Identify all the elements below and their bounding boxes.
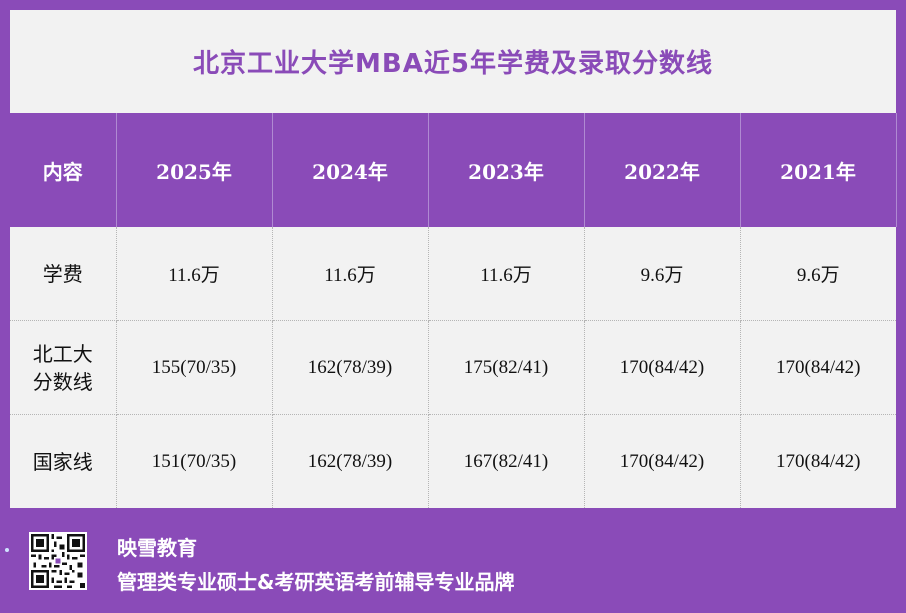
table-header-row: 内容 2025年 2024年 2023年 2022年 2021年	[10, 113, 897, 227]
table-cell: 162(78/39)	[271, 414, 429, 508]
table-row-national-line: 国家线 151(70/35) 162(78/39) 167(82/41) 170…	[10, 414, 896, 508]
table-cell: 167(82/41)	[427, 414, 585, 508]
page-title: 北京工业大学MBA近5年学费及录取分数线	[193, 49, 713, 79]
table-cell: 170(84/42)	[739, 320, 896, 415]
footer: 映雪教育 管理类专业硕士&考研英语考前辅导专业品牌	[0, 510, 906, 613]
header-2022: 2022年	[583, 113, 741, 227]
qr-code-icon	[29, 532, 87, 590]
brand-slogan: 管理类专业硕士&考研英语考前辅导专业品牌	[117, 570, 515, 594]
table-cell: 11.6万	[271, 227, 429, 321]
table-cell: 170(84/42)	[583, 414, 741, 508]
header-content: 内容	[10, 113, 117, 227]
header-2023: 2023年	[427, 113, 585, 227]
score-table: 内容 2025年 2024年 2023年 2022年 2021年 学费 11.6…	[10, 113, 897, 508]
brand-name: 映雪教育	[117, 536, 197, 560]
header-2021: 2021年	[739, 113, 897, 227]
table-cell: 170(84/42)	[583, 320, 741, 415]
content-card: 北京工业大学MBA近5年学费及录取分数线 内容 2025年 2024年 2023…	[10, 10, 897, 508]
header-2025: 2025年	[115, 113, 273, 227]
row-label: 北工大 分数线	[10, 320, 117, 415]
row-label: 国家线	[10, 414, 117, 508]
table-row-tuition: 学费 11.6万 11.6万 11.6万 9.6万 9.6万	[10, 227, 896, 321]
table-cell: 11.6万	[427, 227, 585, 321]
table-cell: 162(78/39)	[271, 320, 429, 415]
table-cell: 175(82/41)	[427, 320, 585, 415]
table-cell: 9.6万	[583, 227, 741, 321]
table-cell: 170(84/42)	[739, 414, 896, 508]
table-cell: 11.6万	[115, 227, 273, 321]
header-2024: 2024年	[271, 113, 429, 227]
table-row-school-line: 北工大 分数线 155(70/35) 162(78/39) 175(82/41)…	[10, 320, 896, 415]
row-label: 学费	[10, 227, 117, 321]
dot-mark	[5, 548, 9, 552]
table-cell: 155(70/35)	[115, 320, 273, 415]
table-cell: 9.6万	[739, 227, 896, 321]
table-cell: 151(70/35)	[115, 414, 273, 508]
